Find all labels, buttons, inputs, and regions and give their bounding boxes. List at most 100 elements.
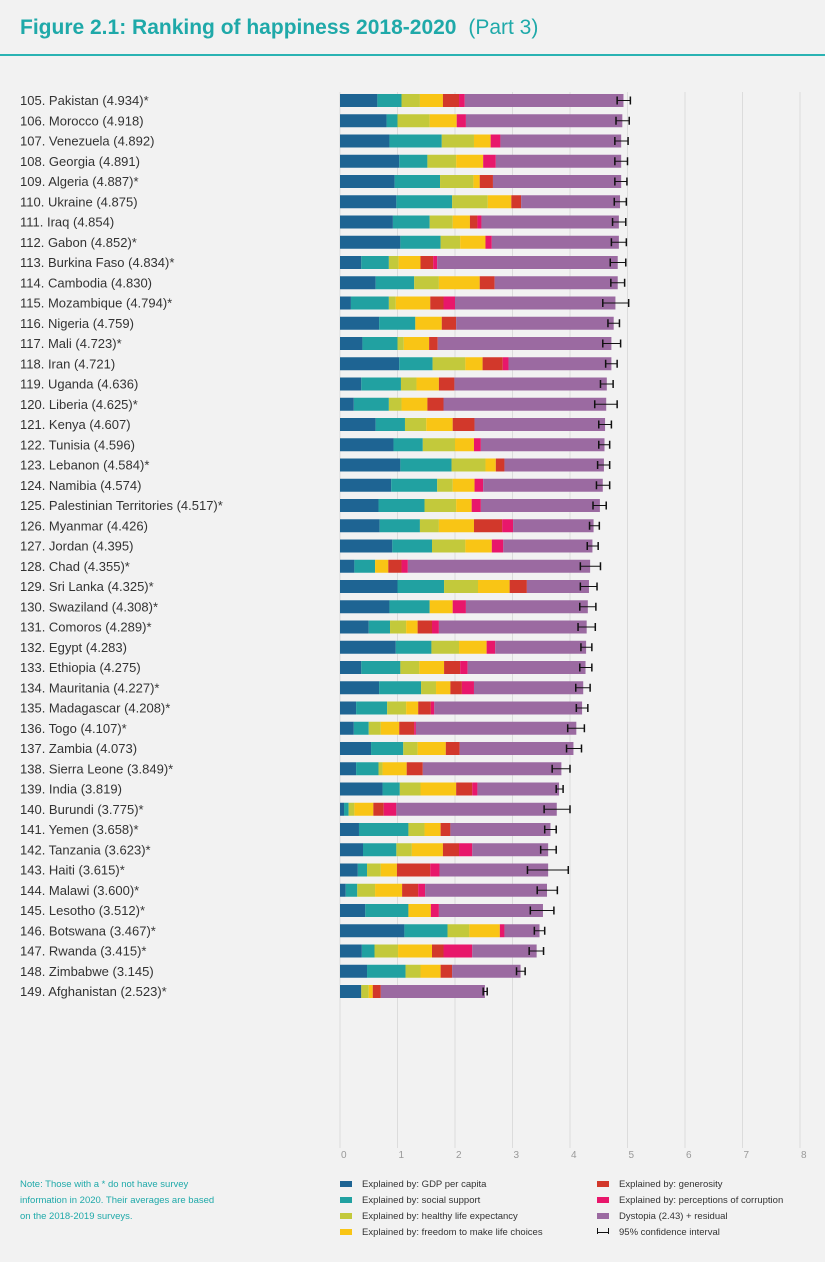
bar-segment: [467, 661, 586, 674]
bar-segment: [479, 276, 495, 290]
country-label: 119. Uganda (4.636): [20, 377, 138, 392]
bar-segment: [340, 276, 376, 290]
bar-segment: [378, 762, 383, 776]
bar-segment: [414, 276, 439, 290]
country-label: 130. Swaziland (4.308)*: [20, 599, 158, 614]
bar-segment: [340, 215, 393, 229]
bar-segment: [526, 580, 589, 593]
bar-segment: [396, 863, 431, 877]
legend-item: Explained by: freedom to make life choic…: [340, 1225, 543, 1239]
bar-segment: [378, 499, 425, 512]
legend-swatch: [340, 1197, 352, 1203]
bar-segment: [357, 863, 368, 877]
bar-segment: [474, 478, 484, 492]
bar-segment: [395, 640, 432, 654]
bar-segment: [406, 762, 423, 776]
bar-segment: [397, 580, 445, 593]
bar-segment: [473, 519, 503, 533]
country-label: 112. Gabon (4.852)*: [20, 235, 137, 250]
bar-segment: [340, 904, 366, 917]
bar-segment: [388, 559, 402, 573]
bar-segment: [340, 94, 378, 107]
bar-segment: [438, 620, 587, 634]
bar-segment: [465, 600, 588, 614]
country-label: 145. Lesotho (3.512)*: [20, 903, 145, 918]
bar-segment: [504, 924, 540, 938]
country-label: 116. Nigeria (4.759): [20, 316, 134, 331]
bar-segment: [375, 276, 415, 290]
bar-segment: [499, 924, 505, 938]
bar-segment: [472, 843, 549, 857]
bar-segment: [443, 944, 473, 958]
bar-segment: [374, 944, 399, 958]
bar-segment: [454, 377, 607, 391]
bar-segment: [340, 782, 383, 796]
bar-segment: [400, 458, 452, 472]
bar-segment: [502, 357, 509, 371]
bar-segment: [442, 94, 460, 107]
bar-segment: [473, 175, 480, 188]
bar-segment: [429, 215, 453, 229]
country-label: 131. Comoros (4.289)*: [20, 620, 152, 635]
country-label: 124. Namibia (4.574): [20, 478, 141, 493]
bar-segment: [447, 924, 470, 938]
bar-segment: [495, 154, 622, 168]
happiness-ranking-chart: 105. Pakistan (4.934)* 106. Morocco (4.91…: [20, 92, 807, 1161]
bar-segment: [340, 823, 359, 836]
country-label: 137. Zambia (4.073): [20, 741, 137, 756]
country-label: 121. Kenya (4.607): [20, 417, 131, 432]
bar-segment: [406, 620, 418, 634]
bar-segment: [361, 661, 401, 674]
figure-title-part: (Part 3): [468, 16, 539, 39]
legend-label: Explained by: generosity: [619, 1178, 723, 1190]
bar-segment: [388, 256, 399, 269]
bar-segment: [472, 944, 537, 958]
country-label: 105. Pakistan (4.934)*: [20, 93, 149, 108]
bar-segment: [474, 418, 606, 431]
x-axis-ticks: 0 1 2 3 4 5 6 7 8: [341, 1150, 807, 1161]
bar-segment: [455, 296, 616, 310]
bar-segment: [386, 114, 398, 128]
bar-segment: [511, 195, 522, 209]
x-tick-label: 2: [456, 1150, 462, 1161]
bar-segment: [452, 215, 470, 229]
country-label: 108. Georgia (4.891): [20, 154, 140, 169]
bar-segment: [407, 559, 591, 573]
bar-segment: [404, 924, 448, 938]
bar-segment: [340, 235, 401, 249]
bar-segment: [405, 964, 421, 978]
bar-segment: [340, 377, 362, 391]
country-label: 107. Venezuela (4.892): [20, 134, 154, 149]
bar-segment: [392, 539, 432, 553]
bar-segment: [440, 175, 474, 188]
bar-segment: [380, 985, 485, 998]
bar-segment: [436, 681, 451, 695]
bar-segment: [382, 762, 407, 776]
country-label: 147. Rwanda (3.415)*: [20, 944, 146, 959]
bar-segment: [398, 256, 421, 269]
bar-segment: [340, 499, 379, 512]
bar-segment: [430, 296, 444, 310]
bar-segment: [340, 600, 390, 614]
bar-segment: [406, 701, 419, 715]
bar-segment: [441, 316, 457, 330]
bar-segment: [419, 661, 445, 674]
bar-segment: [465, 357, 483, 371]
bar-segment: [379, 681, 422, 695]
bar-segment: [379, 316, 416, 330]
country-label: 118. Iran (4.721): [20, 356, 115, 371]
bar-segment: [340, 762, 357, 776]
country-label: 139. India (3.819): [20, 782, 122, 797]
bar-segment: [368, 985, 373, 998]
bar-segment: [480, 499, 600, 512]
bar-segment: [357, 883, 376, 897]
legend-swatch: [340, 1181, 352, 1187]
bar-segment: [483, 154, 496, 168]
bar-segment: [388, 296, 396, 310]
legend-swatch: [597, 1197, 609, 1203]
bar-segment: [387, 701, 407, 715]
bar-segment: [340, 418, 376, 431]
bar-segment: [479, 175, 493, 188]
bar-segment: [444, 661, 461, 674]
bar-segment: [354, 802, 374, 816]
